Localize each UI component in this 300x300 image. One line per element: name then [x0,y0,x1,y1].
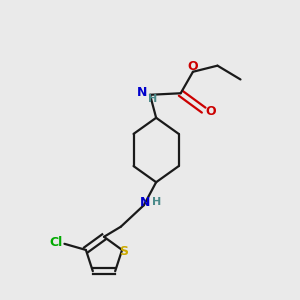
Text: N: N [140,196,151,208]
Text: Cl: Cl [49,236,62,249]
Text: S: S [119,245,128,258]
Text: H: H [148,94,157,104]
Text: H: H [152,197,161,207]
Text: O: O [205,105,216,118]
Text: O: O [187,60,198,73]
Text: N: N [137,86,148,99]
